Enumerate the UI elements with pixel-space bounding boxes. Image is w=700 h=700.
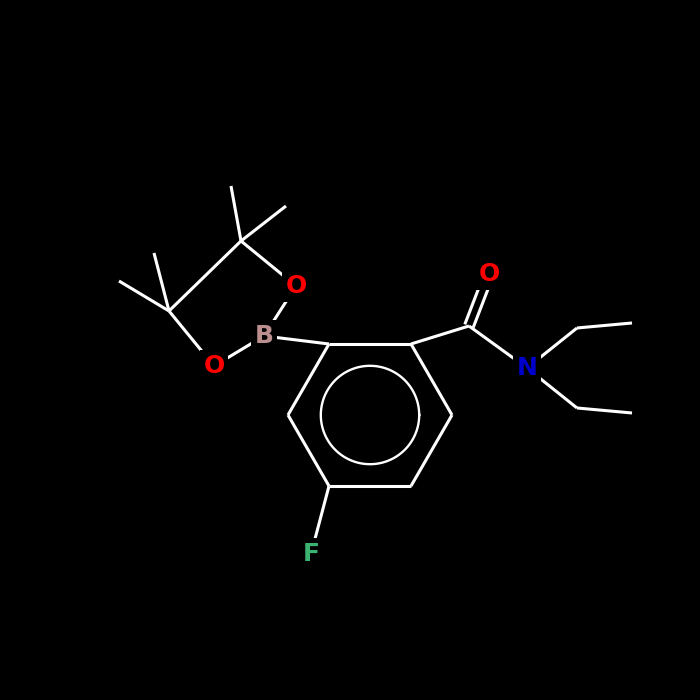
Text: O: O bbox=[286, 274, 307, 298]
Text: N: N bbox=[517, 356, 538, 380]
Text: F: F bbox=[302, 542, 319, 566]
Text: O: O bbox=[478, 262, 500, 286]
Text: B: B bbox=[255, 324, 274, 348]
Text: O: O bbox=[204, 354, 225, 378]
